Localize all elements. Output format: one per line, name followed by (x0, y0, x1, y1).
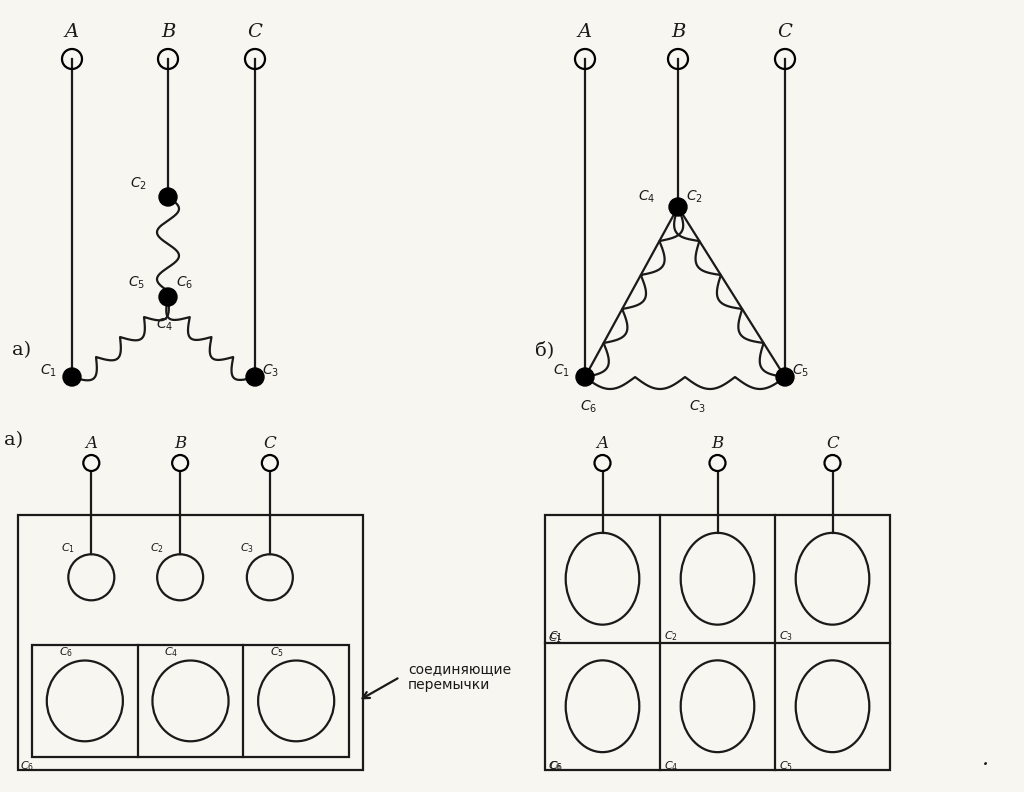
Text: $C_{6}$: $C_{6}$ (580, 399, 597, 415)
Text: A: A (65, 23, 79, 41)
Text: B: B (174, 435, 186, 451)
Circle shape (246, 368, 264, 386)
Text: C: C (777, 23, 793, 41)
Text: $C_{5}$: $C_{5}$ (779, 759, 793, 773)
Text: $C_{3}$: $C_{3}$ (779, 630, 793, 643)
Text: B: B (161, 23, 175, 41)
Text: $C_{4}$: $C_{4}$ (664, 759, 678, 773)
Text: A: A (578, 23, 592, 41)
Text: $C_{5}$: $C_{5}$ (270, 645, 285, 660)
Text: B: B (671, 23, 685, 41)
Circle shape (159, 288, 177, 306)
Circle shape (575, 368, 594, 386)
Text: $C_{2}$: $C_{2}$ (130, 176, 146, 192)
Text: $C_{6}$: $C_{6}$ (58, 645, 73, 660)
Bar (18, 515, 362, 770)
Text: $C_{1}$: $C_{1}$ (548, 631, 562, 645)
Text: а): а) (4, 431, 24, 449)
Text: б): б) (536, 341, 555, 359)
Text: соединяющие
перемычки: соединяющие перемычки (408, 662, 511, 692)
Text: $C_{1}$: $C_{1}$ (549, 630, 563, 643)
Circle shape (63, 368, 81, 386)
Text: .: . (981, 748, 988, 770)
Bar (545, 515, 890, 770)
Text: $C_{3}$: $C_{3}$ (262, 363, 280, 379)
Text: $C_{4}$: $C_{4}$ (156, 317, 173, 333)
Text: $C_{2}$: $C_{2}$ (686, 188, 702, 205)
Text: $C_{6}$: $C_{6}$ (548, 759, 562, 773)
Text: а): а) (12, 341, 32, 359)
Text: $C_{4}$: $C_{4}$ (165, 645, 179, 660)
Text: C: C (263, 435, 276, 451)
Circle shape (159, 188, 177, 206)
Text: $C_{1}$: $C_{1}$ (40, 363, 57, 379)
Text: $C_{6}$: $C_{6}$ (549, 759, 563, 773)
Text: $C_{2}$: $C_{2}$ (151, 542, 164, 555)
Text: $C_{5}$: $C_{5}$ (128, 275, 145, 291)
Text: $C_{3}$: $C_{3}$ (240, 542, 254, 555)
Text: A: A (85, 435, 97, 451)
Text: C: C (248, 23, 262, 41)
Text: $C_{2}$: $C_{2}$ (664, 630, 678, 643)
Circle shape (776, 368, 794, 386)
Text: $C_{1}$: $C_{1}$ (553, 363, 570, 379)
Text: $C_{4}$: $C_{4}$ (638, 188, 655, 205)
Text: C: C (826, 435, 839, 451)
Circle shape (669, 198, 687, 216)
Text: B: B (712, 435, 724, 451)
Text: $C_{6}$: $C_{6}$ (176, 275, 194, 291)
Text: $C_{3}$: $C_{3}$ (689, 399, 707, 415)
Text: $C_{1}$: $C_{1}$ (61, 542, 76, 555)
Text: $C_{6}$: $C_{6}$ (20, 759, 34, 773)
Text: A: A (597, 435, 608, 451)
Text: $C_{5}$: $C_{5}$ (792, 363, 809, 379)
Bar (32, 645, 349, 757)
